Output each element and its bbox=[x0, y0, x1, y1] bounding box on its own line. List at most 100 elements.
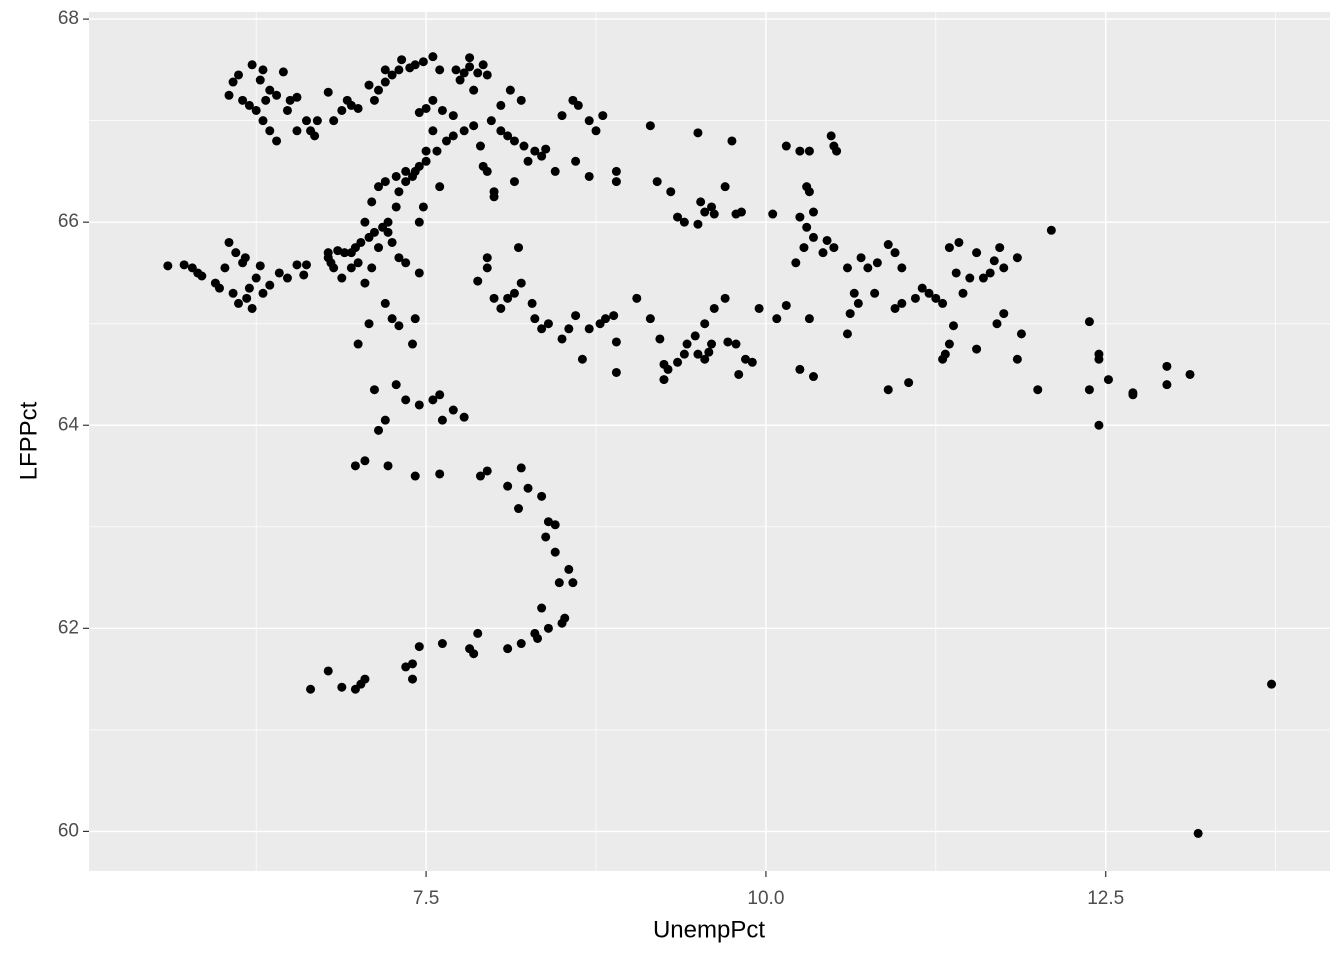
point bbox=[904, 378, 914, 388]
point bbox=[350, 684, 360, 694]
point bbox=[451, 65, 461, 75]
point bbox=[261, 95, 271, 105]
point bbox=[473, 628, 483, 638]
point bbox=[475, 141, 485, 151]
point bbox=[804, 314, 814, 324]
point bbox=[367, 263, 377, 273]
point bbox=[323, 248, 333, 258]
point bbox=[571, 156, 581, 166]
point bbox=[781, 141, 791, 151]
point bbox=[274, 268, 284, 278]
point bbox=[326, 258, 336, 268]
point bbox=[863, 263, 873, 273]
point bbox=[704, 347, 714, 357]
point bbox=[931, 293, 941, 303]
point bbox=[278, 67, 288, 77]
point bbox=[924, 288, 934, 298]
point bbox=[632, 293, 642, 303]
point bbox=[346, 100, 356, 110]
point bbox=[503, 131, 513, 141]
point bbox=[258, 65, 268, 75]
point bbox=[292, 260, 302, 270]
point bbox=[353, 103, 363, 113]
y-tick-label: 62 bbox=[58, 617, 79, 638]
point bbox=[380, 415, 390, 425]
point bbox=[374, 182, 384, 192]
point bbox=[503, 644, 513, 654]
point bbox=[872, 258, 882, 268]
point bbox=[408, 339, 418, 349]
point bbox=[337, 105, 347, 115]
point bbox=[700, 354, 710, 364]
point bbox=[673, 357, 683, 367]
point bbox=[537, 151, 547, 161]
point bbox=[364, 319, 374, 329]
point bbox=[693, 128, 703, 138]
point bbox=[690, 331, 700, 341]
point bbox=[709, 303, 719, 313]
point bbox=[557, 334, 567, 344]
point bbox=[577, 354, 587, 364]
point bbox=[1094, 354, 1104, 364]
point bbox=[387, 70, 397, 80]
point bbox=[478, 161, 488, 171]
point bbox=[1103, 375, 1113, 385]
point bbox=[1012, 253, 1022, 263]
point bbox=[736, 207, 746, 217]
point bbox=[951, 268, 961, 278]
point bbox=[1084, 385, 1094, 395]
point bbox=[655, 334, 665, 344]
point bbox=[781, 300, 791, 310]
point bbox=[1162, 380, 1172, 390]
point bbox=[1012, 354, 1022, 364]
point bbox=[985, 268, 995, 278]
point bbox=[537, 324, 547, 334]
point bbox=[958, 288, 968, 298]
point bbox=[369, 385, 379, 395]
point bbox=[228, 288, 238, 298]
point bbox=[856, 253, 866, 263]
point bbox=[917, 283, 927, 293]
point bbox=[179, 260, 189, 270]
point bbox=[163, 261, 173, 271]
point bbox=[849, 288, 859, 298]
point bbox=[741, 354, 751, 364]
point bbox=[414, 268, 424, 278]
point bbox=[380, 177, 390, 187]
point bbox=[720, 293, 730, 303]
point bbox=[707, 202, 717, 212]
point bbox=[808, 232, 818, 242]
point bbox=[571, 311, 581, 321]
point bbox=[700, 207, 710, 217]
point bbox=[401, 177, 411, 187]
point bbox=[299, 270, 309, 280]
point bbox=[391, 171, 401, 181]
point bbox=[383, 461, 393, 471]
point bbox=[791, 258, 801, 268]
point bbox=[723, 337, 733, 347]
point bbox=[772, 314, 782, 324]
point bbox=[432, 146, 442, 156]
point bbox=[251, 273, 261, 283]
point bbox=[428, 52, 438, 62]
point bbox=[401, 662, 411, 672]
point bbox=[530, 146, 540, 156]
point bbox=[394, 253, 404, 263]
point bbox=[1267, 679, 1277, 689]
point bbox=[1046, 225, 1056, 235]
point bbox=[346, 248, 356, 258]
point bbox=[666, 187, 676, 197]
point bbox=[842, 263, 852, 273]
point bbox=[795, 146, 805, 156]
point bbox=[312, 116, 322, 126]
point bbox=[527, 298, 537, 308]
point bbox=[734, 369, 744, 379]
point bbox=[523, 483, 533, 493]
point bbox=[360, 278, 370, 288]
point bbox=[410, 314, 420, 324]
point bbox=[989, 256, 999, 266]
point bbox=[255, 261, 265, 271]
point bbox=[829, 243, 839, 253]
point bbox=[421, 146, 431, 156]
